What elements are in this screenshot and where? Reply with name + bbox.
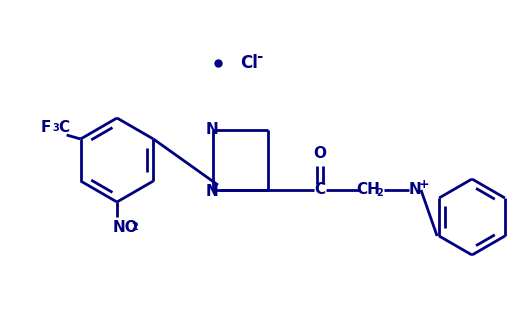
Text: CH: CH	[356, 183, 380, 198]
Text: N: N	[205, 122, 218, 136]
Text: O: O	[313, 147, 327, 162]
Text: 2: 2	[131, 222, 138, 232]
Text: 3: 3	[52, 123, 59, 133]
Text: C: C	[58, 121, 69, 136]
Text: F: F	[40, 121, 50, 136]
Text: +: +	[418, 177, 429, 190]
Text: 2: 2	[376, 188, 383, 198]
Text: N: N	[409, 183, 422, 198]
Text: -: -	[256, 49, 262, 64]
Text: NO: NO	[113, 219, 139, 235]
Text: N: N	[205, 184, 218, 199]
Text: Cl: Cl	[240, 54, 258, 72]
Text: C: C	[314, 183, 326, 198]
